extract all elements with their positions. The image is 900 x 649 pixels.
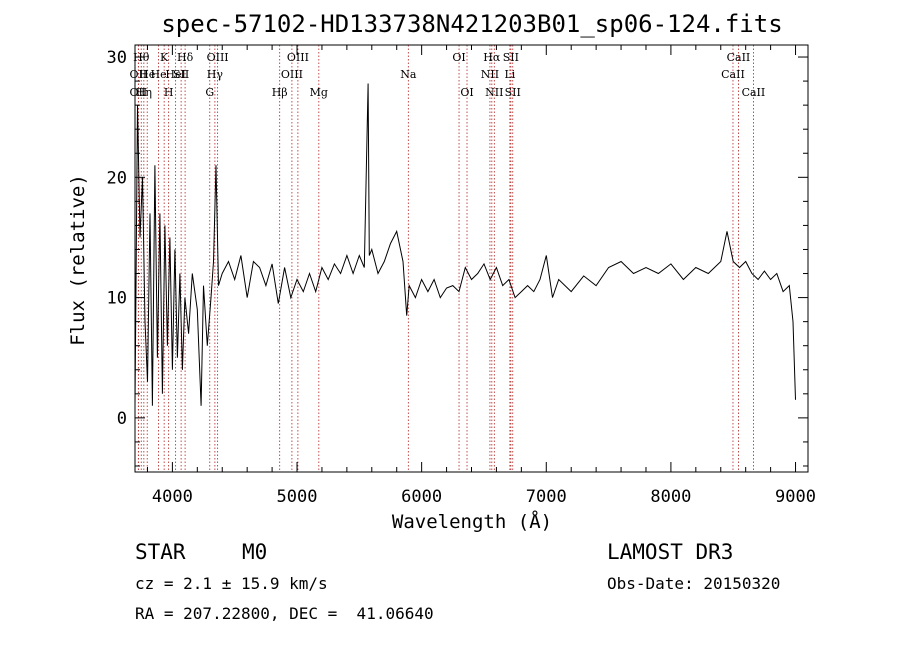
line-marker-label: H [164,86,174,99]
observation-date: Obs-Date: 20150320 [607,574,781,593]
line-marker-label: OII [130,86,148,99]
line-marker-label: CaII [742,86,766,99]
line-marker-label: He [151,68,167,81]
line-marker-label: CaII [721,68,745,81]
line-marker-label: Li [504,68,515,81]
line-marker-label: Hβ [272,86,288,99]
line-marker-label: SII [173,68,189,81]
object-class: STAR [135,540,186,564]
plot-frame [134,44,809,473]
survey-name: LAMOST DR3 [607,540,734,564]
line-marker-label: OI [452,51,465,64]
line-marker-label: Na [400,68,417,81]
line-marker-label: OI [460,86,473,99]
chart-title: spec-57102-HD133738N421203B01_sp06-124.f… [161,10,782,38]
y-tick-label: 10 [107,289,127,309]
y-tick-label: 30 [107,48,127,68]
spectrum-series [134,83,796,406]
line-marker-label: OII [130,68,148,81]
line-marker-labels: OIIOIIHθHηHeHeKHHeISIIHδGHγOIIIHβOIIIOII… [130,51,766,99]
y-tick-label: 0 [117,409,127,429]
plot-area [134,83,796,406]
y-tick-label: 20 [107,168,127,188]
x-axis: 4000 5000 6000 7000 8000 9000 [146,45,816,507]
line-marker-label: Hδ [177,51,194,64]
x-tick-label: 7000 [526,487,567,507]
x-tick-label: 5000 [277,487,318,507]
x-tick-label: 4000 [152,487,193,507]
x-axis-label: Wavelength (Å) [392,510,552,533]
line-marker-label: SII [503,51,519,64]
y-axis: 0 10 20 30 [107,48,808,467]
line-marker-label: Hα [483,51,501,64]
redshift-readout: cz = 2.1 ± 15.9 km/s [135,574,328,593]
line-marker-label: HeI [165,68,185,81]
y-axis-label: Flux (relative) [67,174,89,346]
object-subclass: M0 [242,540,268,564]
x-tick-label: 9000 [775,487,816,507]
line-marker-label: CaII [727,51,751,64]
line-markers [137,45,754,472]
line-marker-label: G [205,86,214,99]
coordinates-readout: RA = 207.22800, DEC = 41.06640 [135,604,434,623]
line-marker-label: Hη [136,86,152,99]
line-marker-label: Hγ [207,68,224,81]
line-marker-label: OIII [281,68,303,81]
line-marker-label: NII [481,68,499,81]
line-marker-label: He [139,68,155,81]
line-marker-label: SII [505,86,521,99]
line-marker-label: Mg [310,86,328,99]
x-tick-label: 6000 [401,487,442,507]
x-tick-label: 8000 [650,487,691,507]
line-marker-label: K [160,51,169,64]
line-marker-label: OIII [287,51,309,64]
line-marker-label: NII [485,86,503,99]
line-marker-label: OIII [207,51,229,64]
